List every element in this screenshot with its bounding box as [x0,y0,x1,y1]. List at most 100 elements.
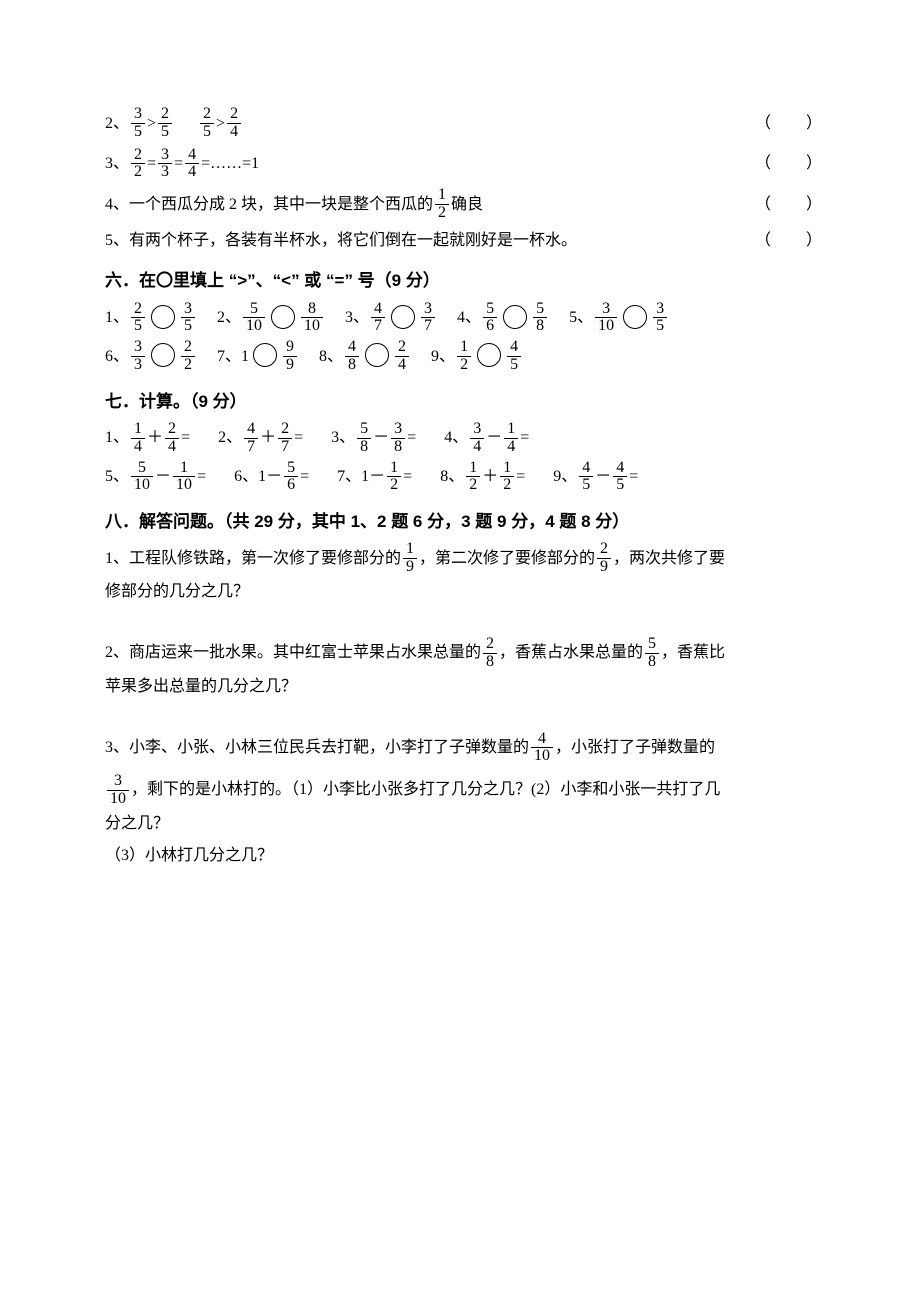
fraction: 28 [483,636,497,671]
fraction: 34 [470,421,484,456]
fraction: 29 [597,541,611,576]
q-text: ，香蕉比 [661,637,725,669]
item-label: 4、 [444,425,468,451]
calc-item: 1、14＋24= [105,421,190,456]
fraction: 25 [200,106,214,141]
q-text: 商店运来一批水果。其中红富士苹果占水果总量的 [129,637,481,669]
operator: － [595,464,611,490]
operator-gt: > [147,111,156,137]
compare-blank[interactable] [253,343,277,367]
word-problem-2: 2、 商店运来一批水果。其中红富士苹果占水果总量的 28 ，香蕉占水果总量的 5… [105,636,815,703]
tf-q4-text-b: 确良 [451,192,483,218]
item-label: 4、 [457,305,481,331]
tf-q5-label: 5、 [105,228,129,254]
fraction: 12 [457,339,471,374]
fraction: 45 [579,460,593,495]
calc-item: 9、45－45= [553,460,638,495]
answer-blank[interactable] [755,111,815,137]
equals: = [197,464,206,490]
whole-number: 1 [361,464,369,490]
answer-blank[interactable] [755,228,815,254]
fraction: 56 [483,301,497,336]
operator: ＋ [147,425,163,451]
section-7-heading: 七．计算。（9 分） [105,388,815,415]
fraction: 810 [301,301,323,336]
item-label: 3、 [345,305,369,331]
equals: = [516,464,525,490]
operator: － [369,464,385,490]
compare-item: 8、4824 [319,339,411,374]
calc-item: 3、58－38= [331,421,416,456]
compare-item: 2、510 810 [217,301,325,336]
item-label: 2、 [218,425,242,451]
compare-blank[interactable] [503,305,527,329]
item-label: 6、 [234,464,258,490]
tf-q5: 5、 有两个杯子，各装有半杯水，将它们倒在一起就刚好是一杯水。 [105,228,815,254]
fraction: 510 [131,460,153,495]
compare-blank[interactable] [391,305,415,329]
compare-blank[interactable] [151,305,175,329]
operator: － [266,464,282,490]
tf-q3-tail: =……=1 [201,151,259,177]
fraction: 22 [181,339,195,374]
item-label: 5、 [105,464,129,490]
answer-blank[interactable] [755,192,815,218]
fraction: 19 [403,541,417,576]
fraction: 58 [533,301,547,336]
fraction: 12 [466,460,480,495]
item-label: 7、 [217,344,241,370]
q-text: 分之几？ [105,815,169,832]
operator: ＋ [260,425,276,451]
q-text: ，剩下的是小林打的。（1）小李比小张多打了几分之几？(2）小李和小张一共打了几 [131,774,720,806]
compare-blank[interactable] [151,343,175,367]
fraction: 27 [278,421,292,456]
q-text: （3）小林打几分之几？ [105,847,273,864]
section-6-heading: 六．在〇里填上 “>”、“<” 或 “=” 号（9 分） [105,267,815,294]
q-text: ，第二次修了要修部分的 [419,543,595,575]
operator: － [486,425,502,451]
tf-q2-label: 2、 [105,111,129,137]
fraction: 410 [531,731,553,766]
fraction: 310 [107,773,129,808]
compare-item: 9、1245 [431,339,523,374]
fraction: 310 [595,301,617,336]
q-label: 2、 [105,637,129,669]
equals: = [629,464,638,490]
item-label: 8、 [319,344,343,370]
fraction: 37 [421,301,435,336]
q-text: ，小张打了子弹数量的 [555,732,715,764]
tf-q3: 3、 22 = 33 = 44 =……=1 [105,147,815,182]
fraction: 22 [131,147,145,182]
compare-blank[interactable] [365,343,389,367]
compare-blank[interactable] [477,343,501,367]
tf-q4-label: 4、 [105,192,129,218]
calc-item: 2、47＋27= [218,421,303,456]
fraction: 38 [391,421,405,456]
q-text: 修部分的几分之几？ [105,583,249,600]
fraction: 24 [165,421,179,456]
word-problem-1: 1、 工程队修铁路，第一次修了要修部分的 19 ，第二次修了要修部分的 29 ，… [105,541,815,608]
fraction: 24 [395,339,409,374]
item-label: 8、 [440,464,464,490]
fraction: 47 [244,421,258,456]
compare-blank[interactable] [623,305,647,329]
tf-q2: 2、 35 > 25 25 > 24 [105,106,815,141]
fraction: 44 [185,147,199,182]
answer-blank[interactable] [755,151,815,177]
fraction: 510 [243,301,265,336]
operator-eq: = [174,151,183,177]
fraction: 33 [158,147,172,182]
fraction: 33 [131,339,145,374]
section-6-body: 1、25352、5108103、47374、56585、310356、33227… [105,301,815,374]
q-text: ，香蕉占水果总量的 [499,637,643,669]
fraction: 99 [283,339,297,374]
calc-item: 8、12＋12= [440,460,525,495]
equals: = [181,425,190,451]
operator: － [155,464,171,490]
item-label: 2、 [217,305,241,331]
q-text: 小李、小张、小林三位民兵去打靶，小李打了子弹数量的 [129,732,529,764]
tf-q5-text: 有两个杯子，各装有半杯水，将它们倒在一起就刚好是一杯水。 [129,228,577,254]
fraction: 12 [387,460,401,495]
fraction: 58 [645,636,659,671]
compare-blank[interactable] [271,305,295,329]
